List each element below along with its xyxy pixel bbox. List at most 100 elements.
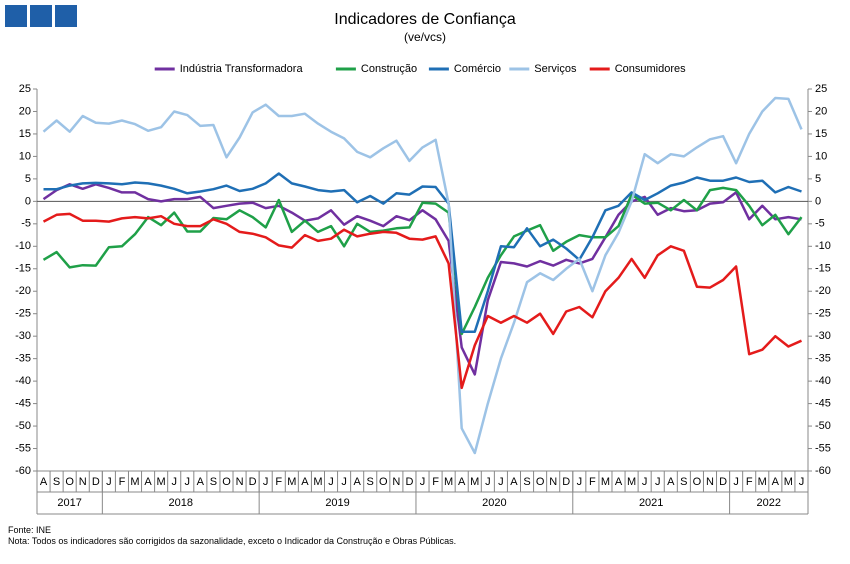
x-tick-label: A <box>197 476 205 488</box>
x-tick-label: N <box>706 476 714 488</box>
y-tick-label: 10 <box>19 150 31 162</box>
x-tick-label: D <box>405 476 413 488</box>
series-line <box>43 172 802 333</box>
x-tick-label: F <box>432 476 439 488</box>
y2-tick-label: 25 <box>815 83 827 95</box>
x-tick-label: J <box>171 476 177 488</box>
y2-tick-label: -50 <box>815 420 831 432</box>
series-line <box>42 96 803 455</box>
logo-block <box>55 5 77 27</box>
y-tick-label: -20 <box>15 285 31 297</box>
x-tick-label: A <box>458 476 466 488</box>
y2-tick-label: -10 <box>815 240 831 252</box>
y2-tick-label: -30 <box>815 330 831 342</box>
y2-tick-label: -60 <box>815 465 831 477</box>
y2-tick-label: 10 <box>815 150 827 162</box>
x-tick-label: F <box>275 476 282 488</box>
y-tick-label: -55 <box>15 442 31 454</box>
y-tick-label: -60 <box>15 465 31 477</box>
x-tick-label: A <box>510 476 518 488</box>
x-tick-label: N <box>79 476 87 488</box>
y-tick-label: -50 <box>15 420 31 432</box>
x-tick-label: N <box>392 476 400 488</box>
x-tick-label: A <box>301 476 309 488</box>
x-tick-label: J <box>106 476 112 488</box>
series-line <box>42 183 802 376</box>
x-tick-label: O <box>379 476 388 488</box>
y-tick-label: -15 <box>15 263 31 275</box>
x-tick-label: O <box>693 476 702 488</box>
logo-block <box>30 5 52 27</box>
y-tick-label: -45 <box>15 397 31 409</box>
x-tick-label: F <box>119 476 126 488</box>
x-tick-label: M <box>470 476 479 488</box>
y2-tick-label: -55 <box>815 442 831 454</box>
x-tick-label: J <box>655 476 661 488</box>
x-tick-label: M <box>758 476 767 488</box>
x-tick-label: J <box>733 476 739 488</box>
x-tick-label: O <box>536 476 545 488</box>
x-tick-label: M <box>784 476 793 488</box>
y2-tick-label: 5 <box>815 173 821 185</box>
x-tick-label: M <box>601 476 610 488</box>
x-tick-label: J <box>263 476 269 488</box>
y2-tick-label: 20 <box>815 105 827 117</box>
x-tick-label: A <box>144 476 152 488</box>
x-tick-label: M <box>313 476 322 488</box>
legend-label: Serviços <box>534 63 577 75</box>
year-label: 2018 <box>169 497 193 509</box>
x-tick-label: M <box>444 476 453 488</box>
x-tick-label: J <box>341 476 347 488</box>
x-tick-label: J <box>420 476 426 488</box>
y-tick-label: -40 <box>15 375 31 387</box>
x-tick-label: A <box>40 476 48 488</box>
x-tick-label: S <box>523 476 530 488</box>
x-tick-label: J <box>498 476 504 488</box>
x-tick-label: D <box>562 476 570 488</box>
y2-tick-label: 15 <box>815 128 827 140</box>
y2-tick-label: -40 <box>815 375 831 387</box>
x-tick-label: O <box>65 476 74 488</box>
y-tick-label: 0 <box>25 195 31 207</box>
x-tick-label: N <box>236 476 244 488</box>
chart-subtitle: (ve/vcs) <box>404 30 446 44</box>
legend-label: Indústria Transformadora <box>180 63 304 75</box>
x-tick-label: M <box>157 476 166 488</box>
y-tick-label: 5 <box>25 173 31 185</box>
x-tick-label: M <box>627 476 636 488</box>
x-tick-label: J <box>485 476 491 488</box>
y-tick-label: -10 <box>15 240 31 252</box>
y-tick-label: 15 <box>19 128 31 140</box>
x-tick-label: N <box>549 476 557 488</box>
x-tick-label: A <box>772 476 780 488</box>
source: Fonte: INE <box>8 525 51 535</box>
series-line <box>42 212 803 390</box>
year-label: 2022 <box>757 497 781 509</box>
y-tick-label: -35 <box>15 353 31 365</box>
x-tick-label: A <box>615 476 623 488</box>
x-tick-label: S <box>367 476 374 488</box>
x-tick-label: S <box>53 476 60 488</box>
x-tick-label: A <box>667 476 675 488</box>
x-tick-label: J <box>799 476 805 488</box>
legend-label: Consumidores <box>615 63 686 75</box>
legend-label: Construção <box>361 63 417 75</box>
x-tick-label: O <box>222 476 231 488</box>
x-tick-label: S <box>680 476 687 488</box>
x-tick-label: D <box>719 476 727 488</box>
x-tick-label: F <box>746 476 753 488</box>
y2-tick-label: -35 <box>815 353 831 365</box>
year-label: 2020 <box>482 497 506 509</box>
y-tick-label: -5 <box>21 218 31 230</box>
logo-block <box>5 5 27 27</box>
y2-tick-label: -5 <box>815 218 825 230</box>
y2-tick-label: -15 <box>815 263 831 275</box>
y-tick-label: 25 <box>19 83 31 95</box>
series-line <box>42 186 803 336</box>
x-tick-label: M <box>130 476 139 488</box>
y-tick-label: 20 <box>19 105 31 117</box>
x-tick-label: J <box>642 476 648 488</box>
y-tick-label: -30 <box>15 330 31 342</box>
year-label: 2019 <box>325 497 349 509</box>
y2-tick-label: -45 <box>815 397 831 409</box>
